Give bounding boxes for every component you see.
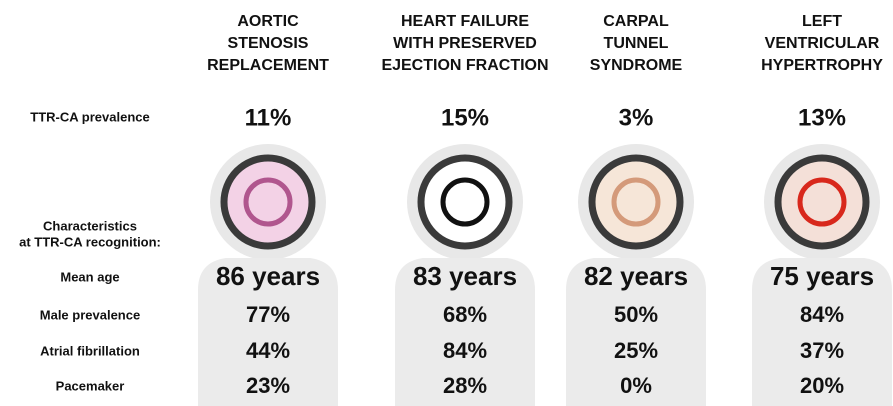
male-value: 68% xyxy=(443,302,487,327)
mean-age-value: 83 years xyxy=(413,261,517,291)
column-title: VENTRICULAR xyxy=(765,35,880,52)
column-title: STENOSIS xyxy=(228,35,309,52)
pacemaker-value: 20% xyxy=(800,373,844,398)
row-label: TTR-CA prevalence xyxy=(30,109,149,124)
pacemaker-value: 23% xyxy=(246,373,290,398)
column-title: LEFT xyxy=(802,13,842,30)
male-value: 77% xyxy=(246,302,290,327)
column-title: WITH PRESERVED xyxy=(393,35,537,52)
mean-age-value: 82 years xyxy=(584,261,688,291)
row-label: at TTR-CA recognition: xyxy=(19,234,161,249)
pacemaker-value: 0% xyxy=(620,373,652,398)
icon-circle xyxy=(421,158,509,246)
afib-value: 84% xyxy=(443,338,487,363)
column-title: REPLACEMENT xyxy=(207,57,329,74)
pacemaker-value: 28% xyxy=(443,373,487,398)
column-title: HYPERTROPHY xyxy=(761,57,883,74)
column-title: EJECTION FRACTION xyxy=(381,57,548,74)
row-label: Mean age xyxy=(60,269,119,284)
prevalence-value: 11% xyxy=(245,104,292,131)
column-title: TUNNEL xyxy=(604,35,669,52)
row-label: Atrial fibrillation xyxy=(40,343,140,358)
icon-circle xyxy=(778,158,866,246)
row-label: Pacemaker xyxy=(56,378,125,393)
male-value: 50% xyxy=(614,302,658,327)
column-title: AORTIC xyxy=(237,13,299,30)
prevalence-value: 13% xyxy=(798,104,846,131)
mean-age-value: 75 years xyxy=(770,261,874,291)
afib-value: 44% xyxy=(246,338,290,363)
icon-circle xyxy=(592,158,680,246)
column-title: CARPAL xyxy=(603,13,669,30)
mean-age-value: 86 years xyxy=(216,261,320,291)
afib-value: 25% xyxy=(614,338,658,363)
row-label: Male prevalence xyxy=(40,307,140,322)
male-value: 84% xyxy=(800,302,844,327)
infographic: TTR-CA prevalence Characteristicsat TTR-C… xyxy=(0,0,893,406)
icon-circle xyxy=(224,158,312,246)
column-title: SYNDROME xyxy=(590,57,683,74)
prevalence-value: 3% xyxy=(619,104,654,131)
prevalence-value: 15% xyxy=(441,104,489,131)
afib-value: 37% xyxy=(800,338,844,363)
row-label: Characteristics xyxy=(43,218,137,233)
column-title: HEART FAILURE xyxy=(401,13,529,30)
